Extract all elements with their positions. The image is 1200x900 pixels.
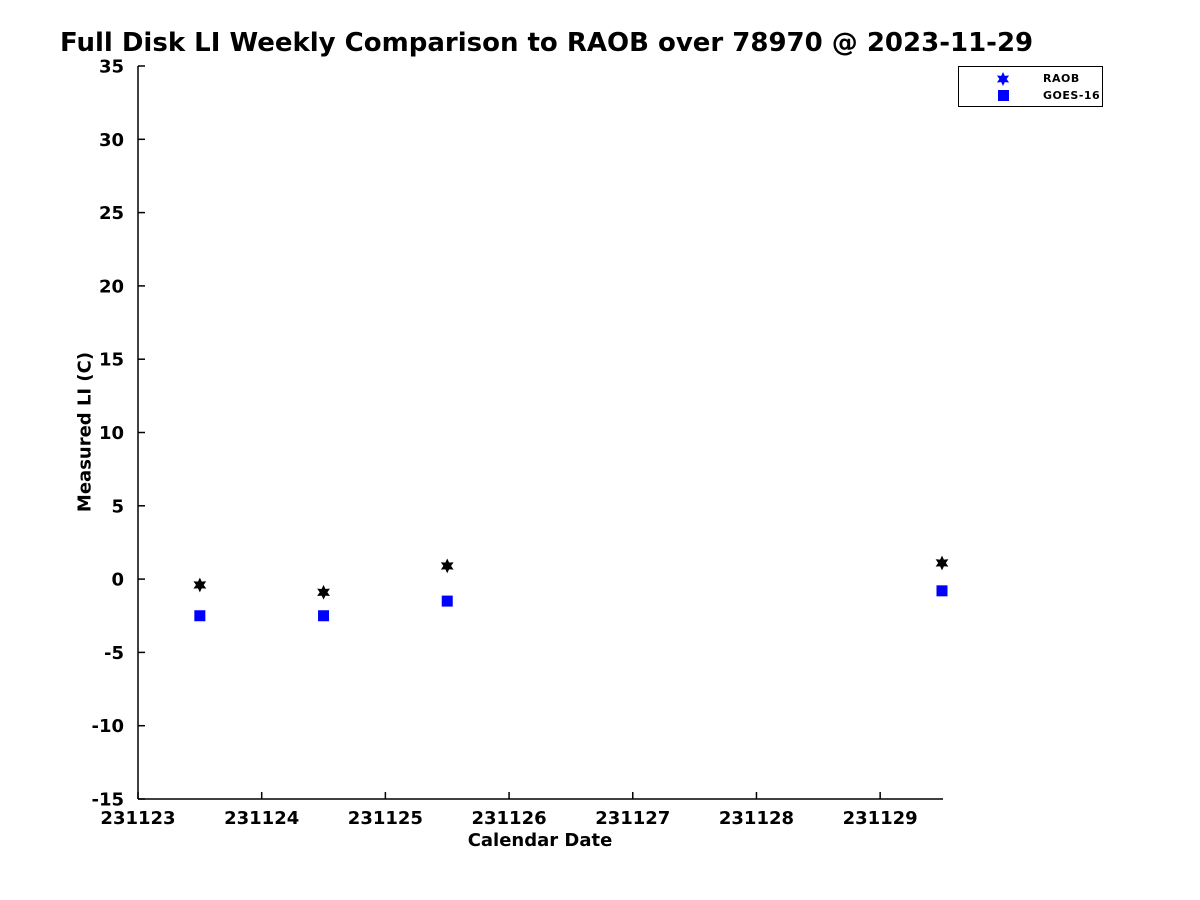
square-marker-icon bbox=[995, 87, 1011, 104]
y-tick-label: 20 bbox=[99, 276, 124, 297]
data-point-goes-16 bbox=[194, 610, 206, 622]
y-tick-label: 0 bbox=[111, 570, 124, 591]
data-point-raob bbox=[440, 558, 454, 574]
y-tick-label: -15 bbox=[91, 790, 124, 811]
x-tick-label: 231127 bbox=[595, 808, 670, 829]
y-axis-label: Measured LI (C) bbox=[74, 351, 96, 513]
y-tick-label: 5 bbox=[111, 496, 124, 517]
data-point-goes-16 bbox=[318, 610, 330, 622]
legend-item-goes16: GOES-16 bbox=[959, 87, 1102, 104]
x-tick-label: 231123 bbox=[100, 808, 175, 829]
x-tick-label: 231128 bbox=[719, 808, 794, 829]
data-point-raob bbox=[317, 584, 330, 600]
y-tick-label: 30 bbox=[99, 130, 124, 151]
y-tick-label: -10 bbox=[91, 716, 124, 737]
y-tick-label: 25 bbox=[99, 203, 124, 224]
x-axis-label: Calendar Date bbox=[467, 830, 613, 851]
x-tick-label: 231129 bbox=[843, 808, 918, 829]
data-point-goes-16 bbox=[936, 585, 948, 597]
legend-label-raob: RAOB bbox=[1043, 72, 1080, 85]
data-point-raob bbox=[193, 577, 207, 593]
chart-title: Full Disk LI Weekly Comparison to RAOB o… bbox=[60, 28, 1034, 58]
y-tick-label: 10 bbox=[99, 423, 124, 444]
hexagram-marker-icon bbox=[995, 70, 1011, 87]
data-point-raob bbox=[935, 555, 949, 571]
y-tick-label: -5 bbox=[104, 643, 124, 664]
x-tick-label: 231126 bbox=[471, 808, 546, 829]
legend: RAOB GOES-16 bbox=[958, 66, 1103, 107]
y-tick-label: 15 bbox=[99, 350, 124, 371]
x-tick-label: 231124 bbox=[224, 808, 299, 829]
legend-label-goes16: GOES-16 bbox=[1043, 89, 1101, 102]
data-point-goes-16 bbox=[441, 595, 453, 607]
legend-item-raob: RAOB bbox=[959, 70, 1102, 87]
y-tick-label: 35 bbox=[99, 57, 124, 78]
x-tick-label: 231125 bbox=[348, 808, 423, 829]
